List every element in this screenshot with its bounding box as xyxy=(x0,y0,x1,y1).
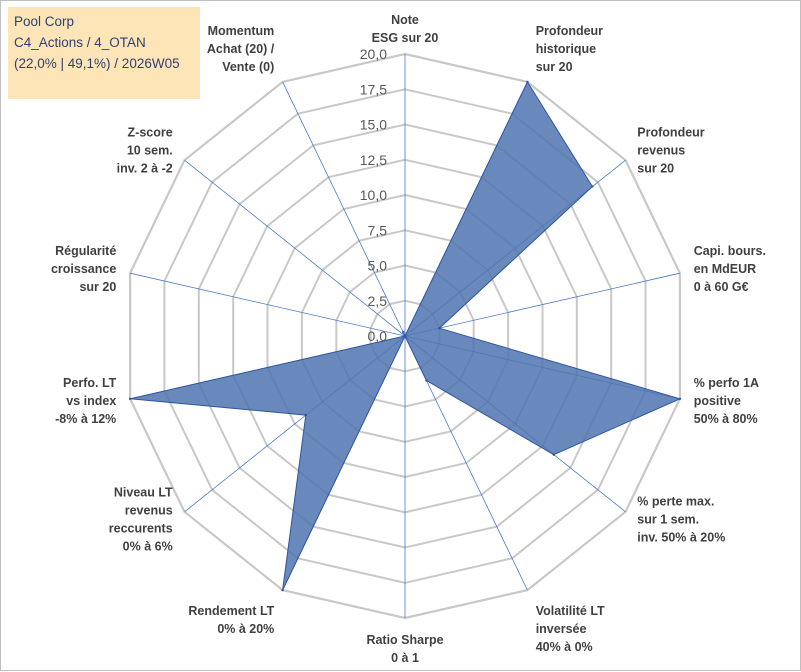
data-point xyxy=(552,453,555,456)
axis-label: Z-score 10 sem. inv. 2 à -2 xyxy=(117,125,173,175)
axis-spoke xyxy=(404,272,680,337)
axis-label-line: positive xyxy=(694,394,741,408)
axis-label-line: historique xyxy=(536,42,596,56)
data-point xyxy=(591,185,594,188)
axis-spoke xyxy=(130,272,406,337)
axis-label-line: ESG sur 20 xyxy=(372,31,439,45)
axis-label-line: Profondeur xyxy=(536,24,603,38)
axis-label-line: 50% à 80% xyxy=(694,412,758,426)
axis-label: Profondeur revenus sur 20 xyxy=(637,125,704,175)
axis-label-line: revenus xyxy=(637,143,685,157)
axis-spoke xyxy=(184,159,406,337)
axis-label-line: 10 sem. xyxy=(127,143,173,157)
chart-title-box: Pool Corp C4_Actions / 4_OTAN (22,0% | 4… xyxy=(8,7,200,99)
company-name: Pool Corp xyxy=(14,14,75,29)
axis-label: Note ESG sur 20 xyxy=(372,13,439,45)
axis-label-line: 0 à 60 G€ xyxy=(694,280,749,294)
axis-label-line: vs index xyxy=(66,394,116,408)
axis-label-line: Achat (20) / xyxy=(207,42,275,56)
axis-label-line: Niveau LT xyxy=(114,486,173,500)
axis-label-line: sur 1 sem. xyxy=(637,513,699,527)
radar-series xyxy=(128,80,682,592)
tick-label: 20,0 xyxy=(360,46,387,62)
tick-label: 10,0 xyxy=(360,187,387,203)
axis-spoke xyxy=(282,81,406,337)
axis-label: Rendement LT 0% à 20% xyxy=(188,604,274,636)
axis-label: Perfo. LT vs index -8% à 12% xyxy=(55,376,117,426)
tick-label: 2,5 xyxy=(368,293,388,309)
data-point xyxy=(304,413,307,417)
axis-label-line: Perfo. LT xyxy=(63,376,117,390)
axis-label-line: 0% à 6% xyxy=(123,540,173,554)
data-point xyxy=(281,588,284,592)
axis-label-line: Capi. bours. xyxy=(694,244,766,258)
axis-label-line: Régularité xyxy=(55,244,116,258)
tick-label: 12,5 xyxy=(360,152,387,168)
axis-label-line: % perfo 1A xyxy=(694,376,759,390)
radar-axis-labels: Note ESG sur 20 Profondeur historique sur 20… xyxy=(51,13,766,665)
axis-label: Profondeur historique sur 20 xyxy=(536,24,603,74)
data-point xyxy=(438,327,441,330)
axis-label: Ratio Sharpe 0 à 1 xyxy=(366,633,443,665)
axis-label-line: % perte max. xyxy=(637,495,714,509)
tick-label: 15,0 xyxy=(360,117,387,133)
axis-label-line: Rendement LT xyxy=(188,604,274,618)
data-point xyxy=(425,379,428,382)
axis-label-line: 0% à 20% xyxy=(217,622,274,636)
tick-label: 17,5 xyxy=(360,81,387,97)
axis-label: Volatilité LT inversée 40% à 0% xyxy=(536,604,605,654)
axis-label-line: revenus xyxy=(125,504,173,518)
axis-label: Régularité croissance sur 20 xyxy=(51,244,116,294)
axis-label: % perte max. sur 1 sem. inv. 50% à 20% xyxy=(637,495,725,545)
axis-label-line: sur 20 xyxy=(536,60,573,74)
axis-label-line: Momentum xyxy=(208,24,275,38)
axis-label-line: en MdEUR xyxy=(694,262,757,276)
axis-label-line: Volatilité LT xyxy=(536,604,605,618)
axis-label-line: Note xyxy=(391,13,419,27)
radar-tick-labels: 0,0 2,5 5,0 7,5 10,0 12,5 15,0 17,5 20,0 xyxy=(360,46,387,344)
axis-label-line: sur 20 xyxy=(637,161,674,175)
data-point xyxy=(128,397,132,400)
portfolio-path: C4_Actions / 4_OTAN xyxy=(14,35,146,50)
axis-label-line: croissance xyxy=(51,262,116,276)
axis-label-line: Z-score xyxy=(128,125,173,139)
axis-label-line: inversée xyxy=(536,622,587,636)
axis-label-line: 40% à 0% xyxy=(536,640,593,654)
axis-label-line: inv. 50% à 20% xyxy=(637,531,725,545)
tick-label: 0,0 xyxy=(368,328,388,344)
axis-label-line: reccurents xyxy=(109,522,173,536)
axis-label: Momentum Achat (20) / Vente (0) xyxy=(207,24,275,74)
data-point xyxy=(402,331,405,334)
axis-label: Niveau LT revenus reccurents 0% à 6% xyxy=(109,486,173,554)
data-point xyxy=(403,334,407,338)
axis-label-line: sur 20 xyxy=(79,280,116,294)
axis-label-line: 0 à 1 xyxy=(391,651,419,665)
tick-label: 7,5 xyxy=(368,222,388,238)
tick-label: 5,0 xyxy=(368,258,388,274)
axis-label-line: inv. 2 à -2 xyxy=(117,161,173,175)
data-point xyxy=(526,80,529,84)
axis-label: % perfo 1A positive 50% à 80% xyxy=(694,376,759,426)
axis-label-line: Profondeur xyxy=(637,125,704,139)
axis-label-line: Vente (0) xyxy=(222,60,274,74)
axis-label: Capi. bours. en MdEUR 0 à 60 G€ xyxy=(694,244,766,294)
axis-label-line: Ratio Sharpe xyxy=(366,633,443,647)
data-point xyxy=(678,397,682,400)
axis-label-line: -8% à 12% xyxy=(55,412,116,426)
score-summary: (22,0% | 49,1%) / 2026W05 xyxy=(14,56,180,71)
